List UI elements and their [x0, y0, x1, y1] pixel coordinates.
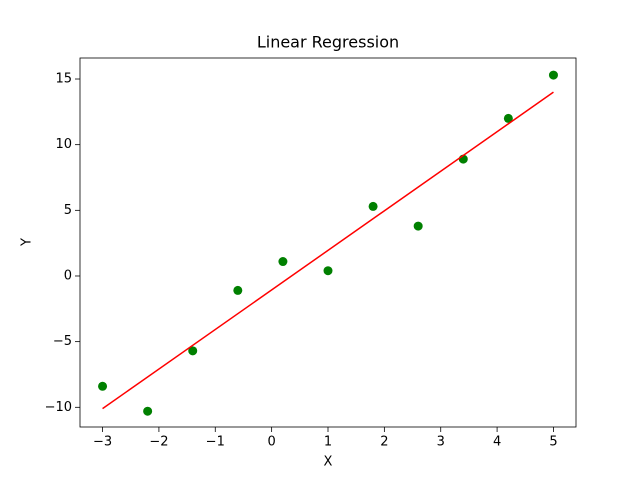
scatter-point — [278, 257, 288, 267]
scatter-point — [413, 221, 423, 231]
chart-title: Linear Regression — [257, 33, 399, 52]
scatter-point — [233, 285, 243, 295]
y-tick-label: 15 — [55, 72, 72, 87]
x-axis-label: X — [324, 455, 333, 470]
scatter-point — [323, 266, 333, 276]
scatter-point — [368, 201, 378, 211]
scatter-point — [98, 381, 108, 391]
x-tick-label: 4 — [493, 435, 501, 450]
x-tick-label: 1 — [324, 435, 332, 450]
x-tick-label: 5 — [549, 435, 557, 450]
scatter-point — [143, 406, 153, 416]
regression-line — [102, 91, 554, 410]
y-tick-label: −10 — [45, 400, 72, 415]
y-tick-label: 10 — [55, 137, 72, 152]
scatter-point — [503, 113, 513, 123]
y-tick-label: 0 — [64, 268, 72, 283]
y-tick-label: −5 — [53, 334, 72, 349]
scatter-point — [188, 346, 198, 356]
x-tick-label: 2 — [380, 435, 388, 450]
x-tick-label: −3 — [93, 435, 112, 450]
x-tick-label: 3 — [437, 435, 445, 450]
x-tick-label: −2 — [149, 435, 168, 450]
scatter-point — [548, 70, 558, 80]
y-tick-label: 5 — [64, 203, 72, 218]
y-axis-label: Y — [20, 238, 35, 247]
x-tick-label: 0 — [267, 435, 275, 450]
x-tick-label: −1 — [206, 435, 225, 450]
plot-frame — [79, 57, 577, 428]
